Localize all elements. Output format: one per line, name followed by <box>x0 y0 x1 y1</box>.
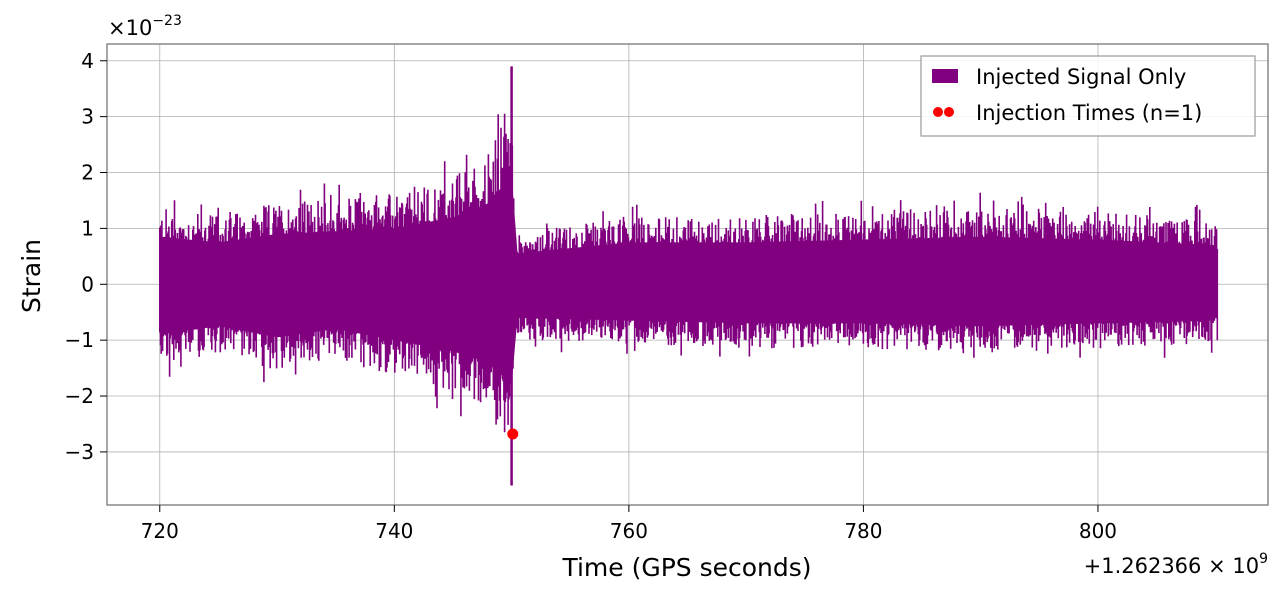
y-multiplier-exponent: −23 <box>152 13 182 29</box>
series-injected-signal <box>159 66 1219 486</box>
legend-box <box>920 55 1256 137</box>
injection-time-point <box>507 428 519 440</box>
x-tick-label: 740 <box>375 519 413 543</box>
x-tick-label: 780 <box>844 519 882 543</box>
x-axis-label: Time (GPS seconds) <box>561 553 811 582</box>
y-multiplier: ×10−23 <box>108 13 182 40</box>
y-tick-label: 2 <box>81 161 94 185</box>
x-offset: +1.262366 × 109 <box>1084 551 1268 578</box>
legend-label-injection-times: Injection Times (n=1) <box>976 101 1202 125</box>
x-offset-base: +1.262366 × 10 <box>1084 554 1259 578</box>
y-tick-label: 0 <box>81 272 94 296</box>
y-tick-label: 1 <box>81 216 94 240</box>
legend: Injected Signal Only Injection Times (n=… <box>920 55 1256 137</box>
y-tick-label: −3 <box>65 440 94 464</box>
legend-marker-injection-times <box>944 107 954 117</box>
legend-swatch-injected-signal <box>932 69 958 83</box>
series-injection-times <box>507 428 519 440</box>
y-tick-label: −2 <box>65 384 94 408</box>
x-tick-label: 800 <box>1079 519 1117 543</box>
x-axis: 720 740 760 780 800 <box>141 505 1117 543</box>
y-multiplier-base: ×10 <box>108 16 152 40</box>
legend-marker-injection-times <box>933 107 943 117</box>
y-axis: −3 −2 −1 0 1 2 3 4 <box>65 49 107 464</box>
legend-label-injected-signal: Injected Signal Only <box>976 65 1186 89</box>
x-tick-label: 720 <box>141 519 179 543</box>
x-offset-exponent: 9 <box>1259 551 1268 567</box>
y-tick-label: 4 <box>81 49 94 73</box>
x-tick-label: 760 <box>610 519 648 543</box>
y-axis-label: Strain <box>17 239 46 313</box>
plot-frame <box>106 43 1269 506</box>
y-tick-label: −1 <box>65 328 94 352</box>
y-tick-label: 3 <box>81 105 94 129</box>
